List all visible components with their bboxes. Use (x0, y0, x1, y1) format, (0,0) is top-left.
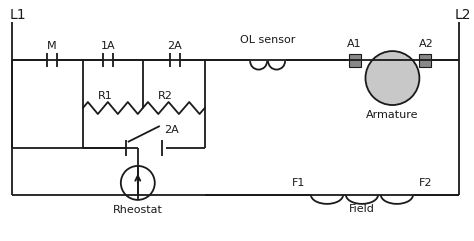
Text: R2: R2 (158, 91, 173, 101)
Text: 1A: 1A (100, 41, 115, 51)
Bar (349, 54, 362, 67)
Bar (419, 54, 431, 67)
Text: R1: R1 (98, 91, 113, 101)
Text: Armature: Armature (366, 110, 419, 120)
Circle shape (365, 51, 419, 105)
Text: 2A: 2A (164, 125, 179, 135)
Text: 2A: 2A (167, 41, 182, 51)
Text: M: M (47, 41, 57, 51)
Text: Rheostat: Rheostat (113, 205, 163, 215)
Text: A1: A1 (347, 39, 362, 49)
Text: L1: L1 (10, 8, 27, 22)
Text: F1: F1 (292, 178, 306, 188)
Text: Field: Field (349, 204, 375, 214)
Text: OL sensor: OL sensor (240, 35, 295, 45)
Text: L2: L2 (455, 8, 471, 22)
Text: A2: A2 (419, 39, 434, 49)
Text: F2: F2 (419, 178, 432, 188)
